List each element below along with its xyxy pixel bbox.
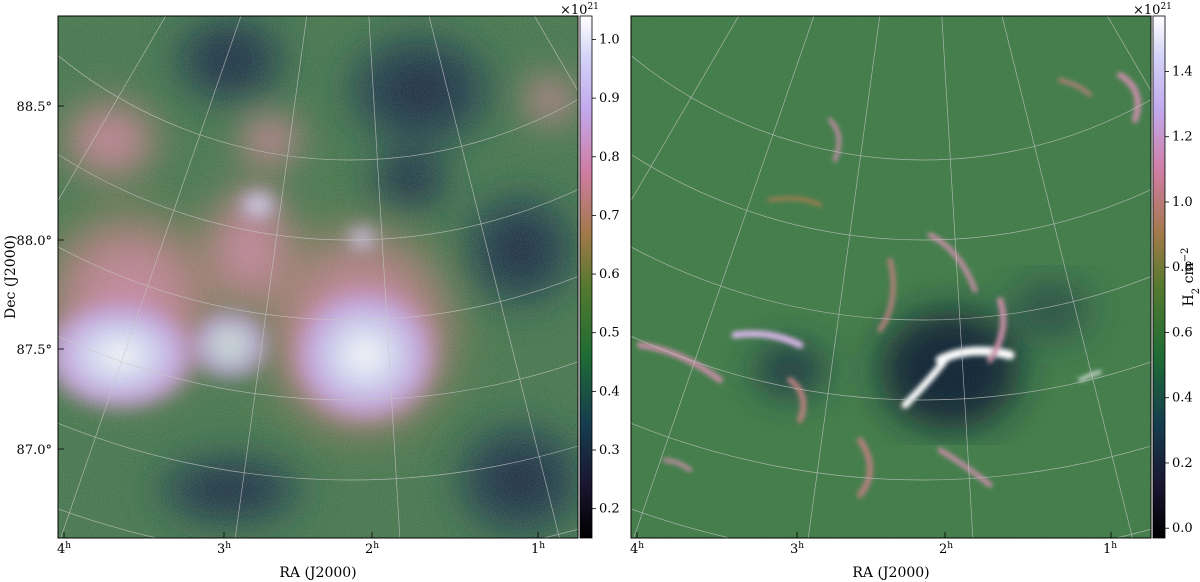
colorbar-tick-label: 0.7 (599, 208, 620, 223)
left-colorbar-exponent: ×1021 (560, 2, 599, 18)
right-axis-ticks (636, 532, 1112, 538)
right-xtick-label: 2h (939, 541, 953, 557)
right-xtick-label: 1h (1103, 541, 1117, 557)
right-grid (631, 16, 1151, 538)
colorbar-tick-label: 0.6 (599, 267, 620, 282)
colorbar-tick-label: 0.5 (599, 326, 620, 341)
colorbar-tick-label: 0.4 (599, 384, 620, 399)
left-xtick-label: 3h (217, 541, 231, 557)
left-x-axis-label: RA (J2000) (279, 565, 356, 581)
left-ytick-label: 87.5° (17, 343, 52, 358)
right-heatmap-image (631, 16, 1151, 538)
colorbar-tick-label: 0.9 (599, 91, 620, 106)
right-plot-frame (630, 15, 1152, 539)
right-x-axis-label: RA (J2000) (852, 565, 929, 581)
colorbar-tick-label: 0.3 (599, 443, 620, 458)
left-xtick-label: 1h (531, 541, 545, 557)
colorbar-tick-label: 0.8 (1172, 260, 1193, 275)
right-panel: 4h 3h 2h 1h RA (J2000) 0.0 0.2 0.4 0.6 0.8 1.… (630, 2, 1200, 581)
right-xtick-label: 4h (630, 541, 644, 557)
right-colorbar (1153, 16, 1165, 538)
right-colorbar-exponent: ×1021 (1133, 2, 1172, 18)
right-xtick-label: 3h (790, 541, 804, 557)
left-plot-frame (57, 15, 579, 539)
left-ytick-label: 88.5° (17, 100, 52, 115)
colorbar-tick-label: 0.4 (1172, 391, 1193, 406)
colorbar-tick-label: 0.2 (599, 502, 620, 517)
right-colorbar-frame (1152, 15, 1166, 539)
left-xtick-label: 2h (365, 541, 379, 557)
left-ytick-label: 87.0° (17, 443, 52, 458)
left-heatmap-image (58, 16, 578, 538)
left-colorbar-frame (579, 15, 593, 539)
left-y-axis-label: Dec (J2000) (3, 235, 19, 319)
colorbar-tick-label: 0.8 (599, 150, 620, 165)
left-colorbar (580, 16, 592, 538)
left-xtick-label: 4h (57, 541, 71, 557)
right-colorbar-ticks: 0.0 0.2 0.4 0.6 0.8 1.0 1.2 1.4 (1165, 64, 1193, 536)
colorbar-tick-label: 1.4 (1172, 64, 1193, 79)
colorbar-tick-label: 0.0 (1172, 521, 1193, 536)
left-axis-ticks (58, 105, 539, 538)
right-colorbar-label: H2 cm−2 (1180, 248, 1200, 307)
left-ytick-label: 88.0° (17, 234, 52, 249)
colorbar-tick-label: 0.2 (1172, 456, 1193, 471)
colorbar-tick-label: 1.0 (1172, 195, 1193, 210)
colorbar-tick-label: 1.2 (1172, 130, 1193, 145)
colorbar-tick-label: 1.0 (599, 32, 620, 47)
colorbar-tick-label: 0.6 (1172, 325, 1193, 340)
left-colorbar-ticks: 0.2 0.3 0.4 0.5 0.6 0.7 0.8 0.9 1.0 (592, 32, 620, 517)
